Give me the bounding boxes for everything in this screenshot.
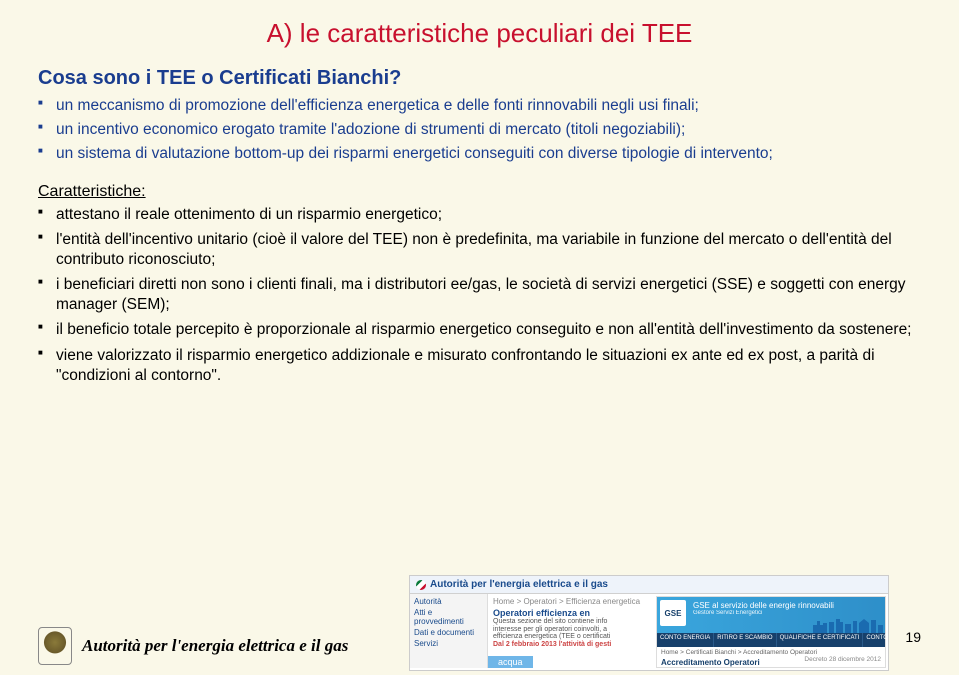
gse-nav-tabs: CONTO ENERGIA RITIRO E SCAMBIO QUALIFICH… — [657, 633, 885, 647]
gse-tab: CONTO TERMICO — [863, 633, 889, 647]
gse-date: Decreto 28 dicembre 2012 — [804, 656, 881, 663]
italy-flag-icon — [416, 580, 426, 590]
characteristics-bullets: attestano il reale ottenimento di un ris… — [38, 205, 921, 386]
intro-bullet: un sistema di valutazione bottom-up dei … — [38, 144, 921, 165]
gse-tab: QUALIFICHE E CERTIFICATI — [777, 633, 864, 647]
gse-breadcrumb: Home > Certificati Bianchi > Accreditame… — [657, 647, 885, 658]
thumb-authority-header: Autorità per l'energia elettrica e il ga… — [410, 576, 888, 594]
thumb-authority-title: Autorità per l'energia elettrica e il ga… — [430, 579, 608, 590]
thumb-side-item: Dati e documenti — [414, 628, 483, 637]
italy-emblem-icon — [38, 627, 72, 665]
intro-bullets: un meccanismo di promozione dell'efficie… — [38, 96, 921, 165]
gse-banner-text: GSE al servizio delle energie rinnovabil… — [693, 600, 881, 610]
slide-subtitle: Cosa sono i TEE o Certificati Bianchi? — [38, 67, 921, 90]
char-bullet: i beneficiari diretti non sono i clienti… — [38, 275, 921, 315]
thumb-side-item: Servizi — [414, 639, 483, 648]
slide-title: A) le caratteristiche peculiari dei TEE — [38, 18, 921, 49]
intro-bullet: un meccanismo di promozione dell'efficie… — [38, 96, 921, 117]
gse-logo-icon: GSE — [660, 600, 686, 626]
gse-tab: CONTO ENERGIA — [657, 633, 714, 647]
thumb-gse-panel: GSE GSE al servizio delle energie rinnov… — [656, 596, 886, 668]
char-bullet: viene valorizzato il risparmio energetic… — [38, 346, 921, 386]
footer-authority-text: Autorità per l'energia elettrica e il ga… — [82, 636, 348, 656]
intro-bullet: un incentivo economico erogato tramite l… — [38, 120, 921, 141]
gse-tab: RITIRO E SCAMBIO — [714, 633, 776, 647]
characteristics-heading: Caratteristiche: — [38, 183, 921, 201]
char-bullet: attestano il reale ottenimento di un ris… — [38, 205, 921, 225]
thumb-sidebar: Autorità Atti e provvedimenti Dati e doc… — [410, 594, 488, 668]
thumb-side-item: Autorità — [414, 597, 483, 606]
city-silhouette-icon — [813, 615, 883, 633]
thumb-side-item: Atti e provvedimenti — [414, 608, 483, 626]
char-bullet: l'entità dell'incentivo unitario (cioè i… — [38, 230, 921, 270]
char-bullet: il beneficio totale percepito è proporzi… — [38, 320, 921, 340]
thumb-acqua-tab: acqua — [488, 656, 533, 668]
website-thumbnails: Autorità per l'energia elettrica e il ga… — [409, 575, 889, 671]
